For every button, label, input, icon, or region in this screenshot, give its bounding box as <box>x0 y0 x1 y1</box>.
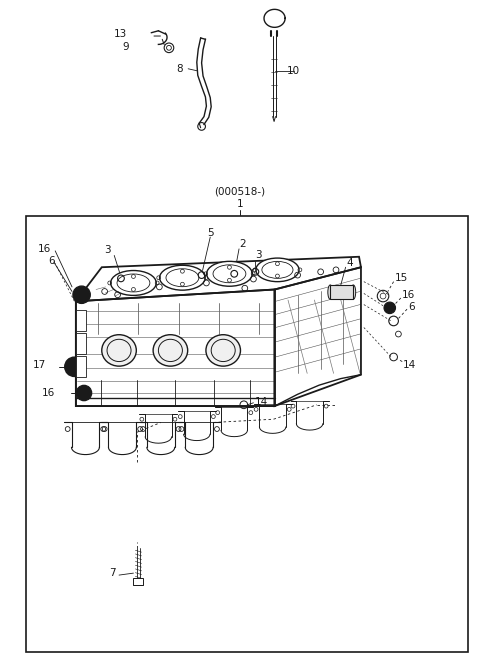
Ellipse shape <box>110 271 156 295</box>
Text: (000518-): (000518-) <box>215 186 265 196</box>
Text: 16: 16 <box>402 290 416 300</box>
Ellipse shape <box>206 261 252 286</box>
Ellipse shape <box>166 269 199 287</box>
Text: 17: 17 <box>33 360 46 370</box>
Text: 8: 8 <box>177 64 183 74</box>
Text: 16: 16 <box>37 244 51 254</box>
Bar <box>76 333 86 354</box>
Text: 3: 3 <box>105 245 111 255</box>
Ellipse shape <box>328 285 333 299</box>
Ellipse shape <box>351 285 356 299</box>
Bar <box>26 216 468 652</box>
Text: 9: 9 <box>122 42 129 52</box>
Text: 1: 1 <box>237 199 243 210</box>
Ellipse shape <box>213 265 246 283</box>
Bar <box>76 356 86 377</box>
Text: 14: 14 <box>403 360 417 371</box>
Ellipse shape <box>206 335 240 366</box>
Text: 6: 6 <box>408 301 415 312</box>
Ellipse shape <box>211 339 235 362</box>
Text: 15: 15 <box>395 273 408 284</box>
Ellipse shape <box>159 265 205 290</box>
Circle shape <box>65 357 84 377</box>
Text: 7: 7 <box>109 568 116 578</box>
Circle shape <box>73 286 90 303</box>
Text: 14: 14 <box>254 396 268 407</box>
Text: 3: 3 <box>255 250 262 261</box>
Text: 13: 13 <box>114 29 128 39</box>
Ellipse shape <box>153 335 188 366</box>
Text: 2: 2 <box>239 239 246 250</box>
Bar <box>76 310 86 331</box>
Text: 10: 10 <box>287 66 300 76</box>
Circle shape <box>76 385 92 401</box>
Bar <box>133 578 143 585</box>
Text: 16: 16 <box>42 388 56 398</box>
Ellipse shape <box>107 339 131 362</box>
Ellipse shape <box>256 258 299 282</box>
Circle shape <box>384 302 396 314</box>
Ellipse shape <box>158 339 182 362</box>
Text: 4: 4 <box>347 258 353 269</box>
Ellipse shape <box>117 274 150 292</box>
Ellipse shape <box>262 261 293 278</box>
Text: 6: 6 <box>48 255 55 266</box>
Text: 5: 5 <box>207 227 214 238</box>
Ellipse shape <box>102 335 136 366</box>
Bar <box>330 285 353 299</box>
